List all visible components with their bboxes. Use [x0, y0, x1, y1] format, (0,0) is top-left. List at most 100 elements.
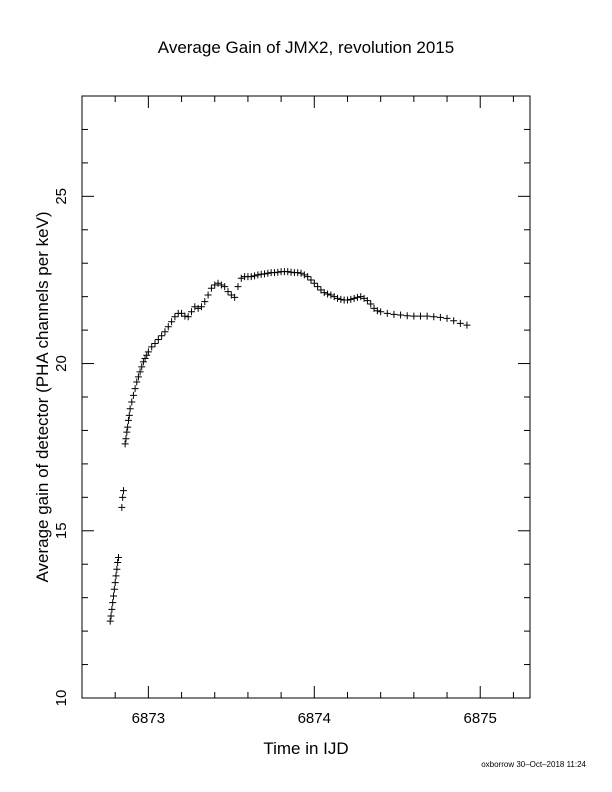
y-tick-label: 20 [53, 355, 70, 372]
data-point-marker [125, 411, 133, 419]
data-point-marker [154, 335, 162, 343]
data-point-marker [115, 554, 123, 562]
data-point-marker [118, 503, 126, 511]
data-point-marker [251, 272, 259, 280]
data-point-marker [403, 312, 411, 320]
x-axis-ticks [81, 96, 514, 698]
data-point-marker [107, 612, 115, 620]
data-point-marker [136, 368, 144, 376]
data-point-marker [324, 290, 332, 298]
data-point-marker [110, 592, 118, 600]
data-point-marker [350, 294, 358, 302]
data-point-marker [367, 300, 375, 308]
data-point-marker [224, 288, 232, 296]
data-point-marker [204, 291, 212, 299]
data-point-marker [191, 303, 199, 311]
data-point-marker [138, 363, 146, 371]
data-point-marker [247, 273, 255, 281]
data-point-marker [144, 348, 152, 356]
x-axis-tick-labels: 6873 6874 6875 [132, 710, 497, 727]
data-point-marker [121, 440, 129, 448]
data-point-marker [221, 283, 229, 291]
data-point-marker [111, 579, 119, 587]
data-point-marker [148, 343, 156, 351]
data-point-marker [237, 274, 245, 282]
data-point-marker [108, 605, 116, 613]
data-point-marker [353, 293, 361, 301]
data-point-marker [217, 281, 225, 289]
data-point-marker [194, 304, 202, 312]
data-point-marker [128, 398, 136, 406]
x-tick-label: 6875 [464, 710, 497, 727]
data-point-marker [383, 309, 391, 317]
y-axis-ticks [82, 95, 530, 699]
data-point-marker [234, 283, 242, 291]
data-point-marker [139, 358, 147, 366]
data-point-marker [188, 308, 196, 316]
data-point-marker [254, 271, 262, 279]
data-point-marker [284, 268, 292, 276]
data-point-marker [110, 585, 118, 593]
data-point-marker [294, 269, 302, 277]
data-point-marker [450, 317, 458, 325]
y-axis-label: Average gain of detector (PHA channels p… [33, 211, 52, 582]
data-point-marker [377, 308, 385, 316]
data-point-marker [124, 423, 132, 431]
y-axis-tick-labels: 10 15 20 25 [53, 188, 70, 706]
data-point-marker [123, 428, 131, 436]
y-tick-label: 25 [53, 188, 70, 205]
data-point-marker [113, 565, 121, 573]
data-point-marker [143, 351, 151, 359]
data-point-marker [307, 276, 315, 284]
data-point-marker [119, 487, 127, 495]
data-point-marker [211, 281, 219, 289]
data-point-marker [274, 268, 282, 276]
data-point-marker [343, 296, 351, 304]
data-point-marker [207, 284, 215, 292]
data-point-marker [231, 293, 239, 301]
data-markers [106, 268, 471, 625]
data-point-marker [106, 617, 114, 625]
data-point-marker [264, 269, 272, 277]
data-point-marker [410, 312, 418, 320]
data-point-marker [334, 294, 342, 302]
data-point-marker [134, 373, 142, 381]
data-point-marker [416, 312, 424, 320]
data-point-marker [327, 291, 335, 299]
data-point-marker [430, 313, 438, 321]
y-tick-label: 10 [53, 690, 70, 707]
data-point-marker [141, 355, 149, 363]
data-point-marker [304, 273, 312, 281]
data-point-marker [463, 321, 471, 329]
data-point-marker [201, 298, 209, 306]
data-point-marker [363, 297, 371, 305]
data-point-marker [158, 332, 166, 340]
data-point-marker [114, 559, 122, 567]
data-point-marker [124, 416, 132, 424]
data-point-marker [373, 307, 381, 315]
chart-title: Average Gain of JMX2, revolution 2015 [158, 38, 454, 57]
data-point-marker [436, 313, 444, 321]
data-point-marker [197, 303, 205, 311]
data-point-marker [109, 599, 117, 607]
plot-frame [81, 95, 531, 699]
data-point-marker [184, 313, 192, 321]
data-point-marker [126, 405, 134, 413]
data-point-marker [337, 295, 345, 303]
data-point-marker [310, 279, 318, 287]
data-point-marker [320, 289, 328, 297]
data-point-marker [181, 312, 189, 320]
data-point-marker [443, 314, 451, 322]
data-point-marker [112, 572, 120, 580]
data-point-marker [133, 378, 141, 386]
data-point-marker [161, 328, 169, 336]
data-point-marker [171, 313, 179, 321]
x-axis-label: Time in IJD [263, 739, 348, 758]
data-point-marker [297, 269, 305, 277]
data-point-marker [129, 391, 137, 399]
data-point-marker [151, 339, 159, 347]
data-point-marker [214, 279, 222, 287]
data-point-marker [330, 293, 338, 301]
data-point-marker [168, 318, 176, 326]
